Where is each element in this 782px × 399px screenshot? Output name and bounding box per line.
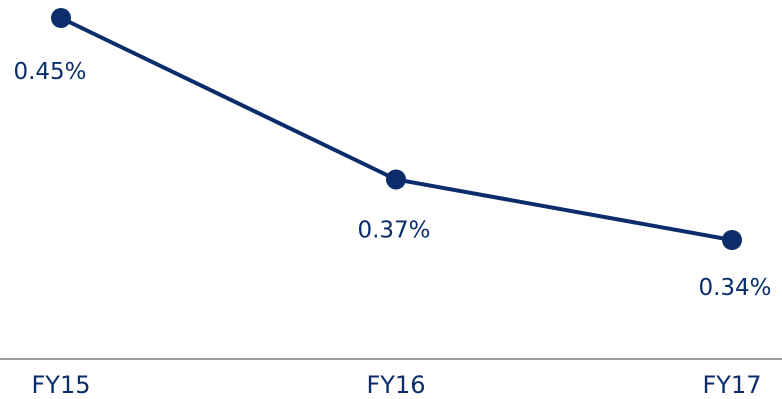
data-points (51, 8, 742, 250)
data-point-fy16 (386, 169, 406, 190)
series-line (59, 16, 734, 242)
data-label-fy17: 0.34% (698, 275, 771, 301)
data-label-fy16: 0.37% (357, 217, 430, 243)
data-point-fy17 (722, 230, 742, 250)
x-tick-label-fy17: FY17 (702, 371, 761, 399)
data-point-fy15 (51, 8, 71, 28)
data-labels: 0.45% 0.37% 0.34% (13, 59, 771, 301)
x-tick-label-fy16: FY16 (366, 371, 425, 399)
x-tick-labels: FY15 FY16 FY17 (31, 371, 761, 399)
x-tick-label-fy15: FY15 (31, 371, 90, 399)
data-label-fy15: 0.45% (13, 59, 86, 85)
